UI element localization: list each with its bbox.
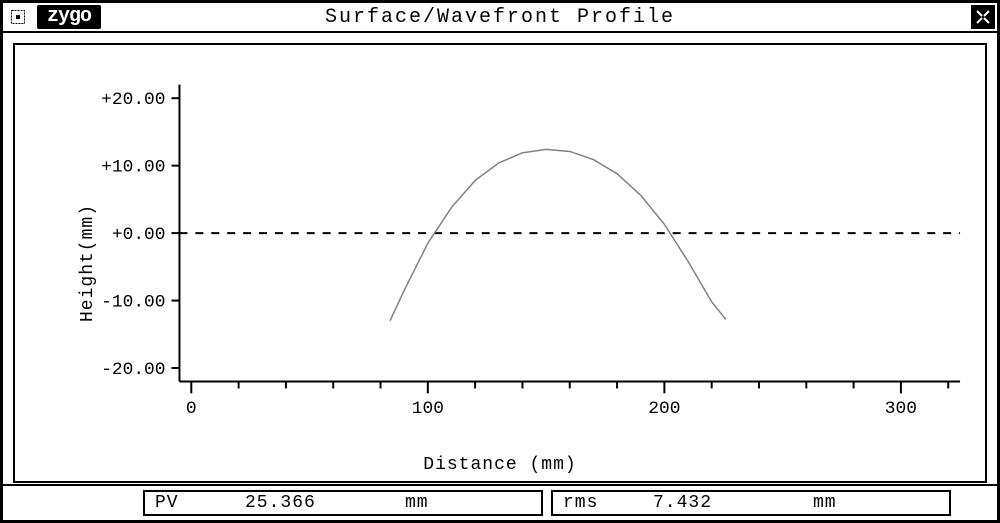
status-spacer [3, 486, 143, 520]
pv-unit: mm [405, 493, 465, 513]
close-icon[interactable] [3, 2, 33, 32]
x-axis-label: Distance (mm) [15, 455, 985, 475]
rms-readout: rms 7.432 mm [551, 490, 951, 516]
svg-text:+10.00: +10.00 [101, 158, 165, 178]
chart-svg: -20.00 -10.00 +0.00 +10.00 +20.00 0 100 200 300 [85, 55, 970, 426]
svg-text:-20.00: -20.00 [101, 360, 165, 380]
plot-frame: Height(mm) -20.00-10.00+0.00+10.00+20.00… [13, 43, 987, 483]
app-window: zygo Surface/Wavefront Profile Height(mm… [0, 0, 1000, 523]
pv-value: 25.366 [245, 493, 405, 513]
maximize-icon[interactable] [971, 5, 995, 29]
svg-text:200: 200 [648, 399, 680, 419]
svg-text:100: 100 [412, 399, 444, 419]
rms-value: 7.432 [653, 493, 813, 513]
svg-text:+0.00: +0.00 [112, 225, 166, 245]
svg-text:300: 300 [885, 399, 917, 419]
pv-label: PV [155, 493, 245, 513]
window-title: Surface/Wavefront Profile [3, 6, 997, 29]
rms-unit: mm [813, 493, 873, 513]
title-bar: zygo Surface/Wavefront Profile [3, 3, 997, 33]
svg-text:0: 0 [186, 399, 197, 419]
rms-label: rms [563, 493, 653, 513]
logo: zygo [37, 5, 101, 29]
pv-readout: PV 25.366 mm [143, 490, 543, 516]
status-bar: PV 25.366 mm rms 7.432 mm [3, 484, 997, 520]
svg-text:-10.00: -10.00 [101, 293, 165, 313]
svg-text:+20.00: +20.00 [101, 90, 165, 110]
plot-area: -20.00 -10.00 +0.00 +10.00 +20.00 0 100 200 300 [85, 55, 970, 426]
